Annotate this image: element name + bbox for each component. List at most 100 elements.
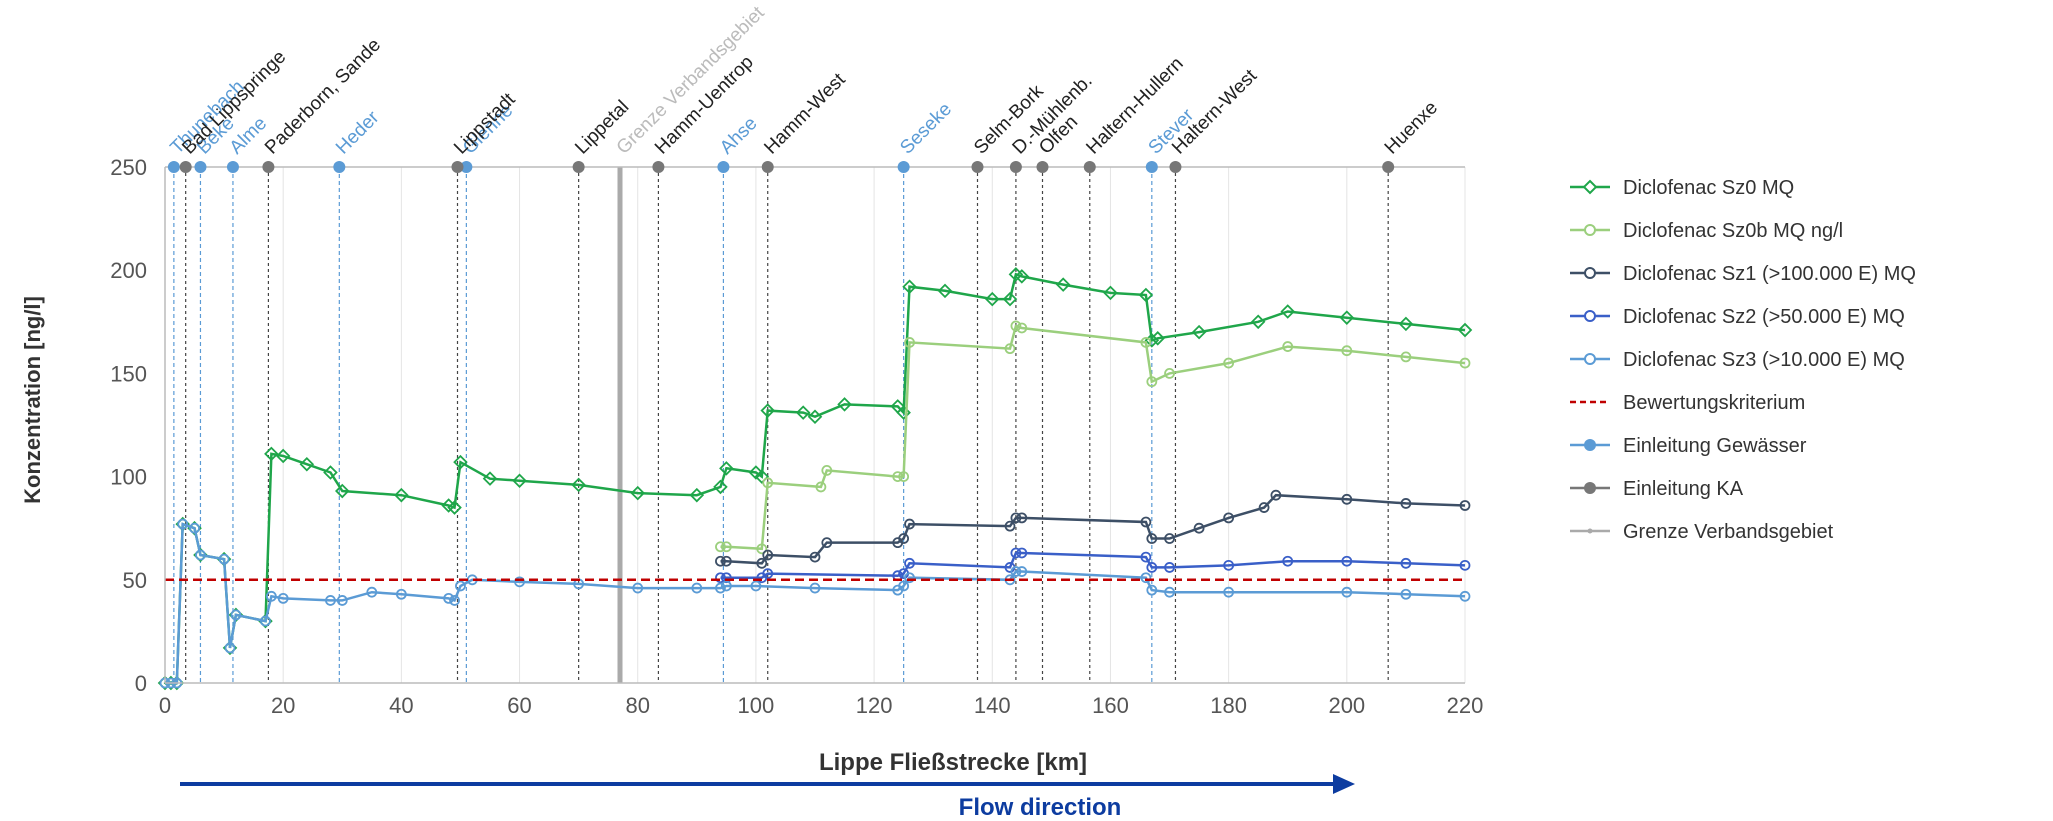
- wwtp-marker: [451, 161, 464, 173]
- data-point: [1223, 586, 1235, 598]
- data-point: [1164, 562, 1175, 573]
- data-point: [265, 590, 277, 602]
- data-point: [815, 481, 827, 493]
- data-point: [809, 551, 821, 563]
- data-point: [1146, 376, 1158, 388]
- data-point: [1250, 314, 1266, 330]
- data-point: [512, 473, 527, 489]
- data-point: [720, 580, 732, 592]
- legend-label: Diclofenac Sz3 (>10.000 E) MQ: [1623, 349, 1905, 371]
- data-point: [750, 580, 762, 592]
- tributary-marker: [194, 161, 207, 173]
- data-point: [760, 403, 776, 418]
- data-point: [1459, 500, 1471, 511]
- x-axis-label: Lippe Fließstrecke [km]: [819, 749, 1087, 776]
- data-point: [1010, 566, 1022, 577]
- data-point: [224, 642, 236, 654]
- data-point: [1103, 285, 1118, 301]
- data-point: [260, 615, 271, 627]
- x-tick-label: 140: [974, 693, 1011, 718]
- data-point: [1341, 345, 1353, 357]
- x-tick-label: 160: [1092, 693, 1129, 718]
- data-point: [691, 582, 703, 594]
- y-tick-label: 0: [135, 671, 147, 696]
- data-point: [904, 337, 915, 348]
- data-point: [837, 397, 852, 412]
- data-point: [1016, 566, 1028, 577]
- data-point: [325, 595, 336, 606]
- data-point: [720, 541, 732, 553]
- data-point: [1146, 562, 1158, 573]
- tributary-marker: [226, 161, 239, 173]
- data-point: [336, 595, 348, 606]
- data-point: [1004, 343, 1016, 355]
- data-point: [630, 485, 646, 501]
- data-point: [898, 580, 910, 592]
- data-point: [1010, 320, 1022, 332]
- data-point: [756, 543, 768, 555]
- tributary-marker: [167, 161, 180, 173]
- data-point: [1164, 533, 1175, 544]
- data-point: [689, 487, 705, 503]
- data-point: [1223, 512, 1235, 524]
- data-point: [1280, 304, 1296, 319]
- data-point: [1164, 586, 1175, 598]
- data-point: [1282, 555, 1294, 567]
- data-point: [571, 477, 586, 493]
- data-point: [264, 446, 279, 462]
- data-point: [762, 477, 774, 489]
- legend-marker: [1584, 310, 1596, 322]
- tributary-marker: [717, 161, 730, 173]
- data-point: [1138, 287, 1154, 303]
- data-point: [1016, 322, 1028, 334]
- data-point: [1191, 324, 1207, 340]
- legend-marker: [1584, 224, 1596, 236]
- data-point: [1164, 367, 1175, 379]
- data-point: [366, 586, 378, 598]
- wwtp-marker: [761, 161, 774, 173]
- tributary-marker: [333, 161, 346, 173]
- wwtp-marker: [1036, 161, 1049, 173]
- data-point: [904, 518, 915, 530]
- legend-label: Einleitung KA: [1623, 478, 1744, 500]
- data-point: [277, 592, 289, 604]
- data-point: [713, 479, 728, 495]
- data-point: [514, 576, 525, 588]
- data-point: [715, 582, 726, 594]
- wwtp-label: Hamm-West: [760, 69, 850, 159]
- wwtp-marker: [1083, 161, 1096, 173]
- data-point: [748, 465, 764, 480]
- data-point: [1400, 351, 1412, 363]
- x-tick-label: 40: [389, 693, 413, 718]
- data-point: [762, 568, 774, 580]
- y-axis-label: Konzentration [ng/l]: [20, 296, 45, 504]
- data-point: [1270, 489, 1282, 501]
- data-point: [1459, 559, 1471, 571]
- data-point: [482, 471, 498, 486]
- data-point: [1400, 557, 1412, 569]
- tributary-label: Seseke: [896, 99, 956, 159]
- tributary-marker: [897, 161, 910, 173]
- data-point: [334, 483, 350, 499]
- x-tick-label: 180: [1210, 693, 1247, 718]
- tributary-label: Heder: [332, 107, 384, 159]
- data-point: [898, 471, 910, 483]
- wwtp-marker: [572, 161, 585, 173]
- x-tick-label: 20: [271, 693, 295, 718]
- data-point: [1010, 547, 1022, 559]
- axes: 0 20 40 60 80 100 120 140 160 180 200 220 0 50 100 150 2…: [110, 155, 1483, 718]
- data-point: [1339, 310, 1355, 325]
- data-point: [892, 471, 904, 483]
- data-point: [230, 609, 242, 621]
- y-tick-label: 200: [110, 258, 147, 283]
- x-tick-label: 60: [507, 693, 531, 718]
- data-point: [1140, 516, 1152, 528]
- data-point: [715, 555, 726, 567]
- x-tick-label: 80: [625, 693, 649, 718]
- x-tick-label: 100: [738, 693, 775, 718]
- x-tick-label: 220: [1447, 693, 1484, 718]
- data-point: [762, 549, 774, 561]
- legend-marker: [1584, 439, 1596, 451]
- wwtp-label: Huenxe: [1381, 97, 1442, 158]
- data-point: [809, 582, 821, 594]
